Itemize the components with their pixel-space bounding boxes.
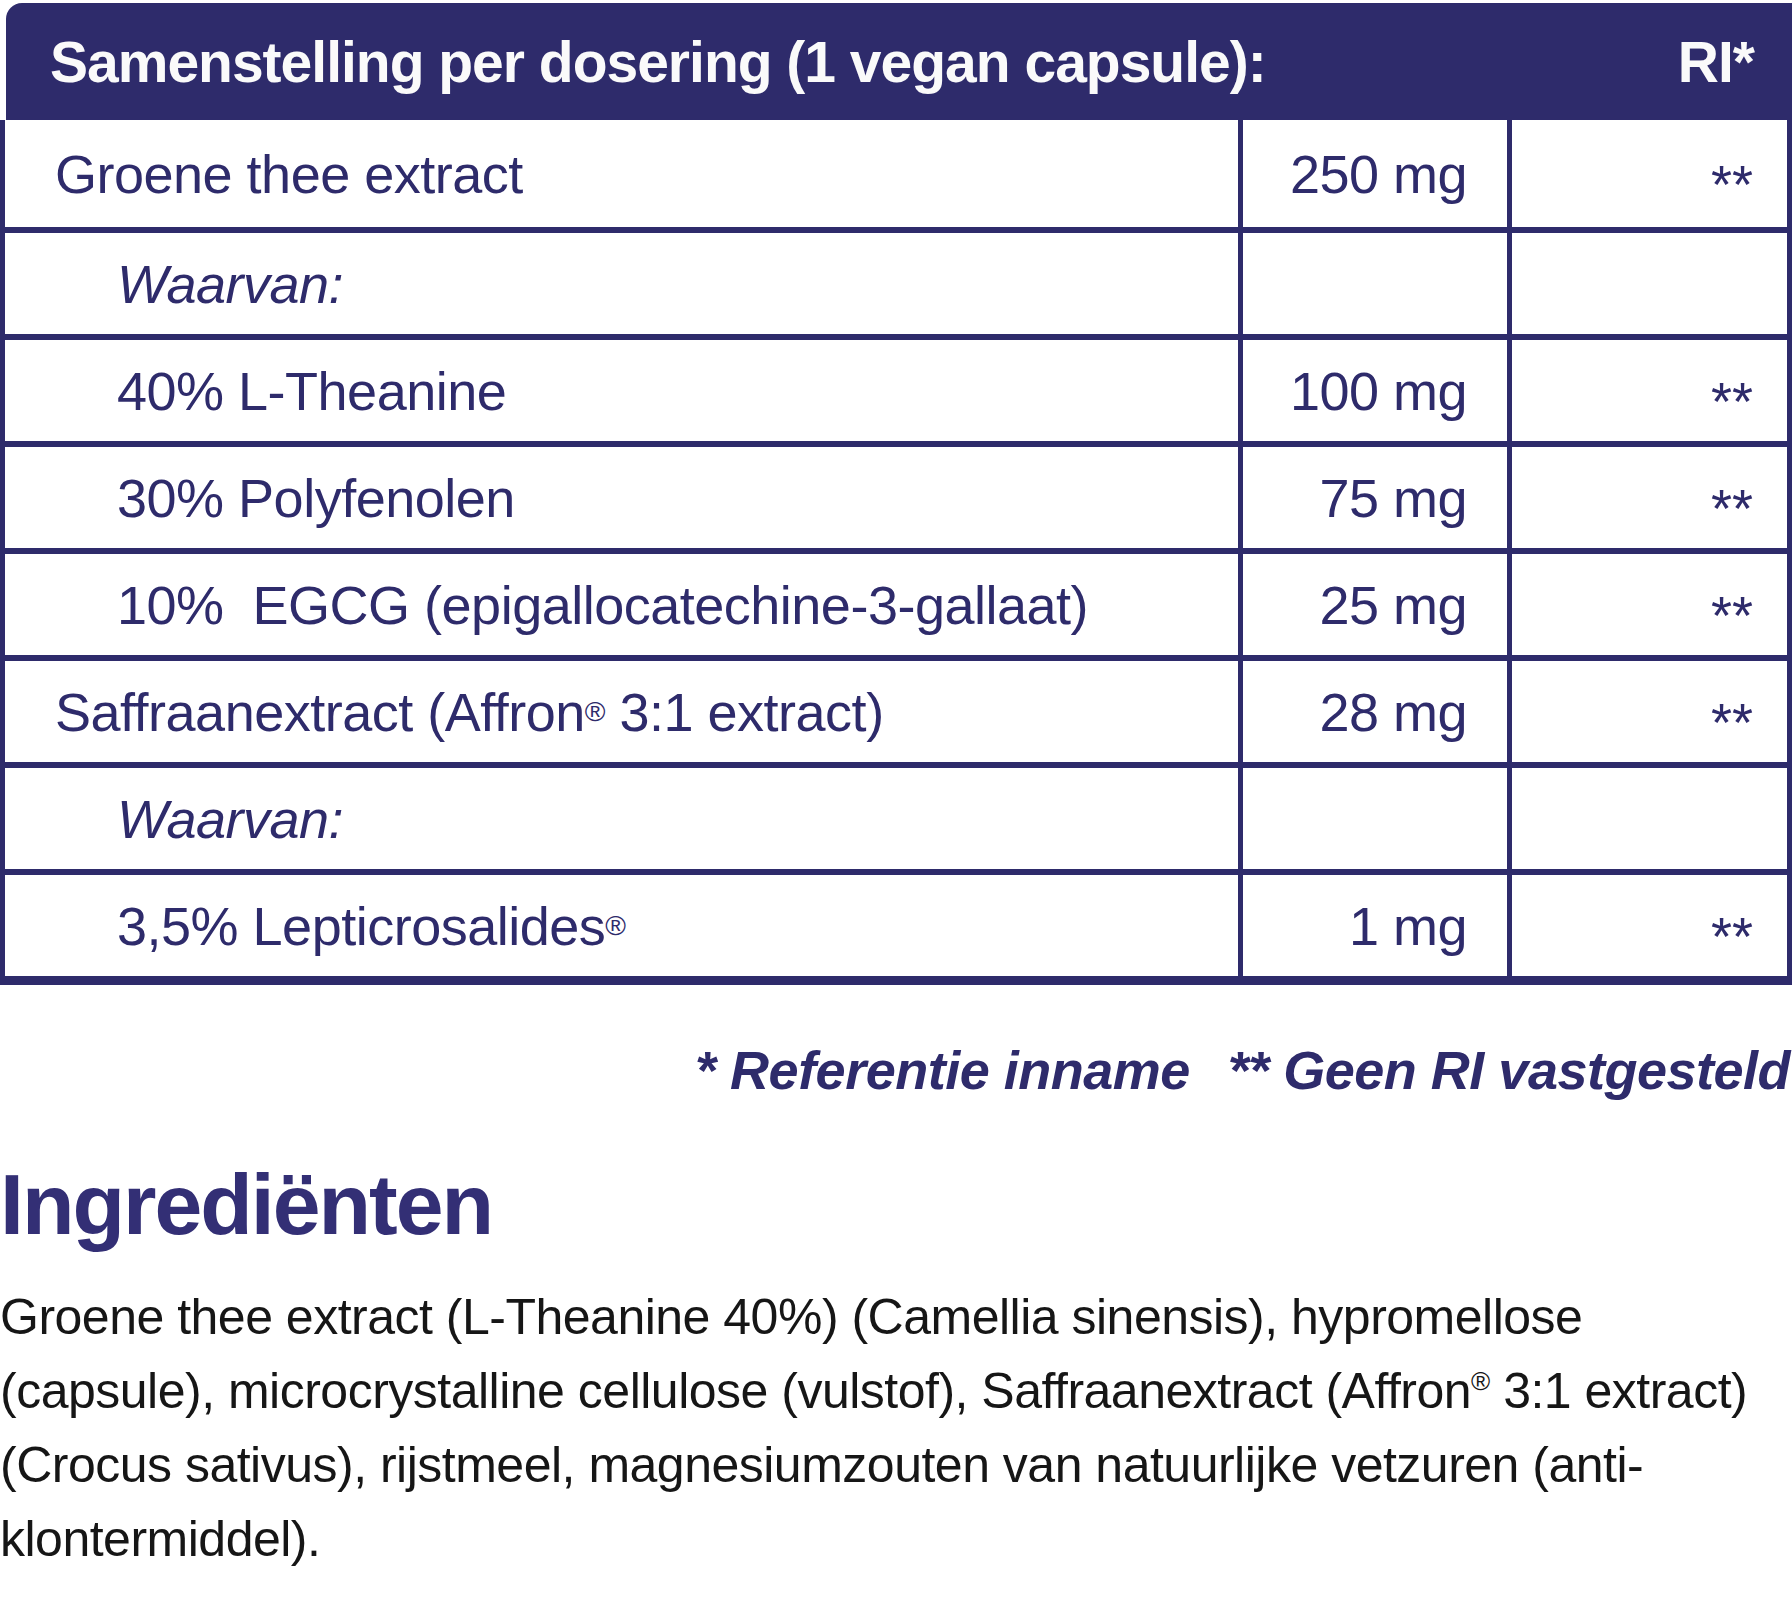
ingredients-paragraph: Groene thee extract (L-Theanine 40%) (Ca… [0,1280,1792,1576]
amount-value [1238,233,1507,334]
table-row: 3,5% Lepticrosalides® 1 mg ** [5,869,1787,976]
amount-value: 1 mg [1238,875,1507,976]
table-row: Waarvan: [5,762,1787,869]
footnote-no-ri: ** Geen RI vastgesteld [1228,1040,1790,1100]
table-title: Samenstelling per dosering (1 vegan caps… [50,29,1266,95]
ri-value: ** [1507,875,1787,976]
amount-value: 28 mg [1238,661,1507,762]
ingredient-name: 30% Polyfenolen [5,447,1238,548]
table-body: Groene thee extract 250 mg ** Waarvan: 4… [0,120,1792,985]
supplement-label: Samenstelling per dosering (1 vegan caps… [0,0,1792,1608]
ri-value: ** [1507,554,1787,655]
table-row: 10% EGCG (epigallocatechine-3-gallaat) 2… [5,548,1787,655]
ingredient-name: Waarvan: [5,233,1238,334]
amount-value [1238,768,1507,869]
ri-value [1507,768,1787,869]
amount-value: 100 mg [1238,340,1507,441]
ri-value [1507,233,1787,334]
ri-value: ** [1507,447,1787,548]
composition-table: Samenstelling per dosering (1 vegan caps… [0,3,1792,985]
ri-value: ** [1507,661,1787,762]
table-header: Samenstelling per dosering (1 vegan caps… [6,3,1792,120]
ingredient-name: 3,5% Lepticrosalides® [5,875,1238,976]
ingredients-heading: Ingrediënten [0,1157,1792,1252]
ri-value: ** [1507,120,1787,227]
registered-trademark-symbol: ® [1471,1366,1490,1396]
ingredient-name: Saffraanextract (Affron® 3:1 extract) [5,661,1238,762]
ingredient-name: Groene thee extract [5,120,1238,227]
ingredient-name: 40% L-Theanine [5,340,1238,441]
amount-value: 25 mg [1238,554,1507,655]
table-row: Waarvan: [5,227,1787,334]
table-row: Saffraanextract (Affron® 3:1 extract) 28… [5,655,1787,762]
amount-value: 75 mg [1238,447,1507,548]
ri-footnote: * Referentie inname ** Geen RI vastgestel… [0,1039,1792,1101]
ingredient-name: Waarvan: [5,768,1238,869]
table-row: 30% Polyfenolen 75 mg ** [5,441,1787,548]
table-row: Groene thee extract 250 mg ** [5,120,1787,227]
ri-value: ** [1507,340,1787,441]
amount-value: 250 mg [1238,120,1507,227]
ingredient-name: 10% EGCG (epigallocatechine-3-gallaat) [5,554,1238,655]
table-row: 40% L-Theanine 100 mg ** [5,334,1787,441]
footnote-reference-intake: * Referentie inname [695,1040,1190,1100]
ri-column-header: RI* [1678,29,1754,95]
